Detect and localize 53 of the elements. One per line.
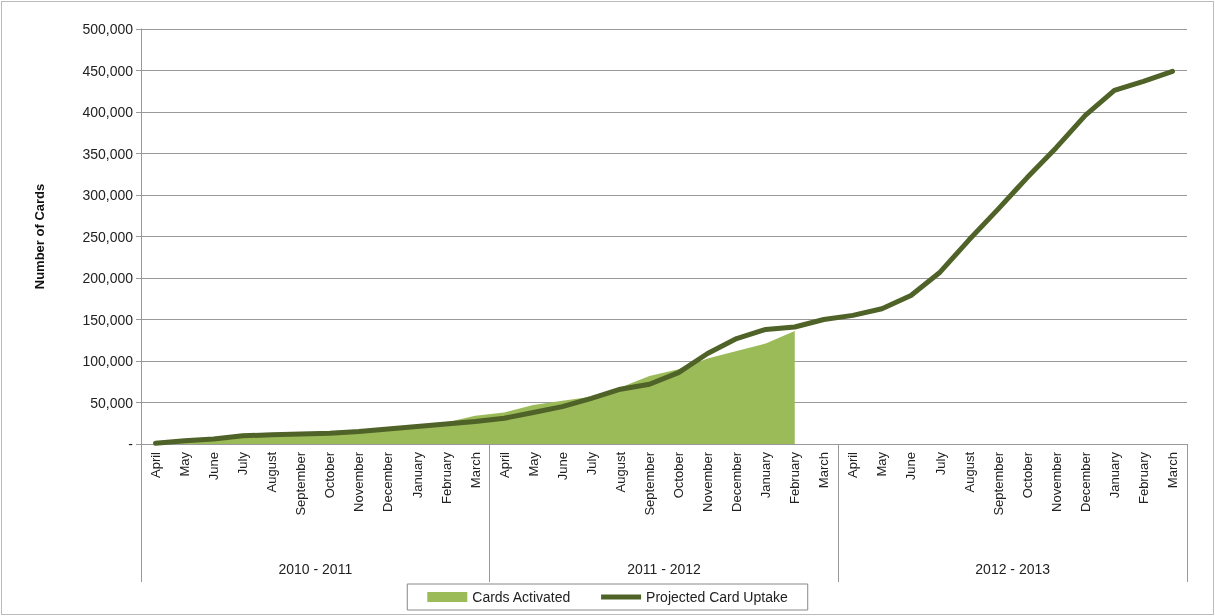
text: 2011 - 2012 bbox=[627, 561, 702, 577]
y-tick-label: - bbox=[128, 436, 134, 452]
x-tick-label: December bbox=[1077, 451, 1093, 512]
x-tick-label: November bbox=[700, 451, 716, 512]
x-tick-label: May bbox=[874, 451, 890, 477]
y-tick-label: 450,000 bbox=[82, 62, 134, 79]
x-tick-label: September bbox=[990, 451, 1006, 516]
x-tick-label: December bbox=[729, 451, 745, 512]
y-tick-label: 200,000 bbox=[82, 270, 134, 286]
x-tick-label: July bbox=[932, 451, 948, 476]
y-tick-label: 300,000 bbox=[82, 187, 134, 203]
y-tick-label: 500,000 bbox=[82, 21, 134, 37]
text: 2010 - 2011 bbox=[278, 561, 353, 577]
x-tick-label: January bbox=[409, 451, 425, 499]
x-tick-label: January bbox=[1106, 451, 1122, 499]
text: 2012 - 2013 bbox=[975, 561, 1051, 577]
x-tick-label: May bbox=[177, 451, 193, 477]
y-tick-label: 250,000 bbox=[82, 228, 134, 245]
x-tick-label: August bbox=[961, 451, 977, 493]
y-tick-label: 400,000 bbox=[82, 104, 134, 120]
x-tick-label: June bbox=[554, 452, 570, 481]
x-tick-label: November bbox=[351, 451, 367, 512]
x-tick-label: March bbox=[816, 452, 832, 489]
x-tick-label: July bbox=[235, 451, 251, 476]
x-tick-label: August bbox=[264, 451, 280, 493]
x-tick-label: April bbox=[148, 451, 164, 479]
x-tick-label: October bbox=[671, 451, 687, 499]
x-tick-label: February bbox=[1135, 451, 1151, 505]
x-tick-label: September bbox=[293, 451, 309, 516]
y-tick-label: 50,000 bbox=[90, 394, 134, 411]
x-tick-label: April bbox=[496, 451, 512, 479]
legend-label: Projected Card Uptake bbox=[646, 589, 788, 605]
x-tick-label: March bbox=[1164, 452, 1180, 489]
x-tick-label: February bbox=[438, 451, 454, 505]
y-axis-title: Number of Cards bbox=[32, 183, 47, 290]
x-tick-label: September bbox=[641, 451, 657, 516]
x-tick-label: April bbox=[845, 451, 861, 479]
x-tick-label: December bbox=[380, 451, 396, 512]
x-tick-label: November bbox=[1048, 451, 1064, 512]
x-tick-label: October bbox=[1019, 451, 1035, 499]
y-tick-label: 150,000 bbox=[82, 311, 134, 328]
legend-label: Cards Activated bbox=[472, 589, 571, 605]
x-tick-label: June bbox=[206, 452, 222, 481]
x-tick-label: October bbox=[322, 451, 338, 499]
x-tick-label: July bbox=[583, 451, 599, 476]
x-tick-label: March bbox=[467, 452, 483, 489]
x-tick-label: August bbox=[612, 451, 628, 493]
y-tick-label: 100,000 bbox=[82, 353, 134, 369]
x-tick-label: May bbox=[525, 451, 541, 477]
y-tick-label: 350,000 bbox=[82, 145, 134, 162]
x-tick-label: February bbox=[787, 451, 803, 505]
x-tick-label: June bbox=[903, 452, 919, 481]
x-tick-label: January bbox=[758, 451, 774, 499]
